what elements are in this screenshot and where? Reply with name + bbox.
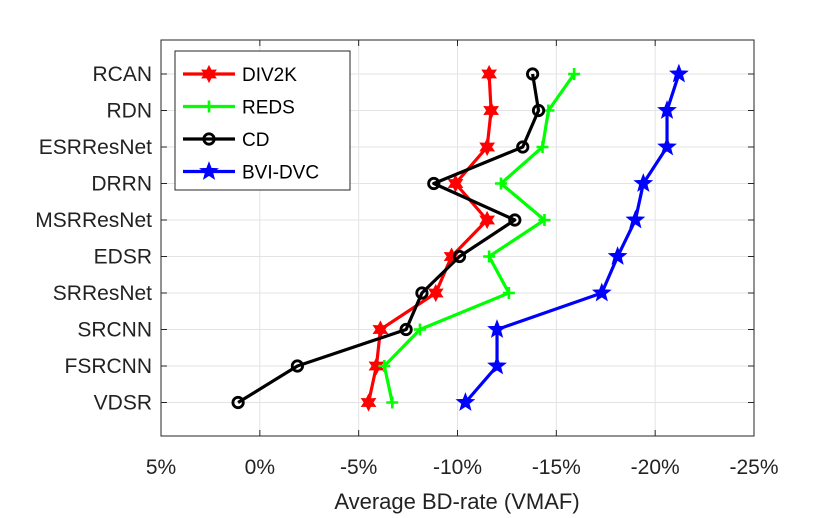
point-bvi-dvc-rdn: [657, 100, 677, 119]
point-cd-rcan: [526, 67, 540, 81]
point-cd-msrresnet: [508, 213, 522, 227]
point-reds-srcnn: [413, 323, 426, 336]
point-cd-fsrcnn: [290, 359, 304, 373]
point-bvi-dvc-vdsr: [455, 392, 476, 411]
legend-entry-cd[interactable]: CD: [183, 130, 269, 151]
point-div2k-msrresnet: [479, 210, 496, 230]
point-div2k-esrresnet: [479, 137, 496, 157]
point-div2k-rcan: [481, 64, 498, 84]
point-reds-edsr: [483, 250, 496, 263]
point-div2k-srresnet: [427, 283, 444, 303]
y-tick-label-fsrcnn: FSRCNN: [65, 355, 153, 378]
legend-marker-reds: [203, 100, 215, 113]
ticks: [160, 40, 755, 436]
point-reds-fsrcnn: [378, 360, 391, 372]
y-tick-label-srcnn: SRCNN: [77, 319, 152, 342]
point-reds-vdsr: [386, 396, 399, 409]
series-line-reds: [382, 73, 576, 403]
point-cd-rdn: [531, 103, 546, 118]
y-tick-label-drrn: DRRN: [91, 173, 152, 196]
point-bvi-dvc-esrresnet: [657, 136, 677, 156]
legend-marker-cd: [202, 132, 216, 146]
y-tick-label-rcan: RCAN: [92, 63, 152, 86]
legend-label-cd: CD: [242, 130, 269, 151]
legend-label-div2k: DIV2K: [242, 65, 297, 86]
x-tick-label: -25%: [729, 456, 778, 479]
x-axis-title: Average BD-rate (VMAF): [334, 489, 579, 514]
series-div2k: [360, 64, 499, 412]
point-cd-esrresnet: [516, 140, 530, 154]
series-cd: [231, 67, 546, 410]
y-tick-label-vdsr: VDSR: [94, 392, 152, 415]
legend-entry-reds[interactable]: REDS: [183, 98, 295, 119]
series-line-bvi-dvc: [464, 73, 681, 404]
series-reds: [378, 68, 581, 409]
point-cd-srresnet: [415, 286, 429, 300]
point-bvi-dvc-fsrcnn: [487, 355, 507, 375]
y-tick-label-rdn: RDN: [107, 100, 153, 123]
x-tick-label: -5%: [340, 456, 377, 479]
tick-labels: 5% 0% -5% -10% -15% -20% -25% RCAN RDN ESRResNet D…: [35, 63, 778, 479]
series-line-div2k: [366, 73, 493, 403]
y-tick-label-edsr: EDSR: [94, 246, 152, 269]
legend-marker-div2k: [201, 64, 217, 84]
y-tick-label-esrresnet: ESRResNet: [39, 136, 152, 159]
point-bvi-dvc-msrresnet: [625, 209, 646, 229]
point-cd-vdsr: [231, 395, 245, 410]
point-reds-rcan: [568, 68, 581, 80]
point-div2k-rdn: [483, 101, 499, 120]
point-cd-drrn: [427, 176, 441, 191]
x-tick-label: -15%: [532, 456, 581, 479]
point-bvi-dvc-srcnn: [487, 319, 507, 338]
point-bvi-dvc-srresnet: [591, 282, 612, 302]
series-line-cd: [237, 73, 541, 404]
point-cd-edsr: [452, 249, 467, 264]
legend-label-bvi-dvc: BVI-DVC: [242, 163, 319, 184]
legend-entry-bvi-dvc[interactable]: BVI-DVC: [183, 161, 319, 184]
series-bvi-dvc: [455, 63, 689, 411]
x-tick-label: 5%: [146, 456, 176, 479]
legend-label-reds: REDS: [242, 98, 295, 119]
point-cd-srcnn: [399, 322, 413, 337]
point-bvi-dvc-edsr: [607, 246, 628, 265]
point-reds-srresnet: [502, 287, 515, 299]
legend-marker-bvi-dvc: [199, 161, 219, 180]
legend[interactable]: DIV2K REDS CD BVI-DVC: [174, 50, 351, 191]
point-bvi-dvc-rcan: [668, 63, 689, 83]
point-div2k-vdsr: [360, 393, 377, 412]
y-tick-label-msrresnet: MSRResNet: [35, 209, 152, 232]
x-tick-label: 0%: [245, 456, 275, 479]
series-layer: [231, 63, 689, 412]
x-tick-label: -20%: [631, 456, 680, 479]
point-bvi-dvc-drrn: [633, 173, 654, 192]
point-reds-drrn: [494, 177, 507, 190]
x-tick-label: -10%: [433, 456, 482, 479]
point-reds-msrresnet: [538, 214, 551, 226]
legend-entry-div2k[interactable]: DIV2K: [183, 64, 297, 86]
point-reds-esrresnet: [536, 141, 549, 153]
point-div2k-drrn: [447, 174, 464, 193]
y-tick-label-srresnet: SRResNet: [53, 282, 152, 305]
